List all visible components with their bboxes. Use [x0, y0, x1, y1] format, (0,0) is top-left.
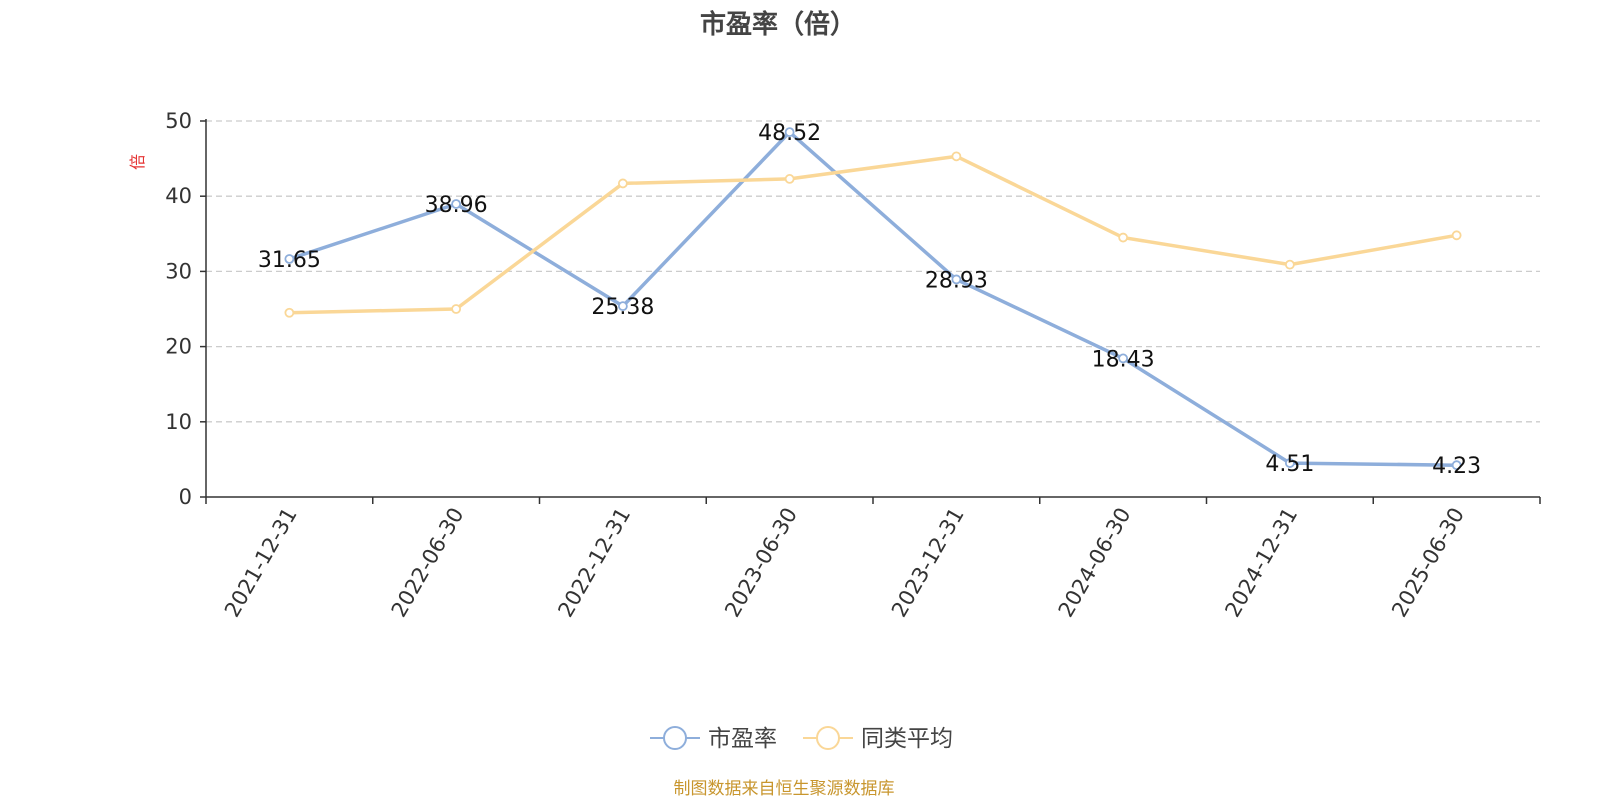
chart-title: 市盈率（倍）	[700, 9, 856, 40]
legend[interactable]: 市盈率 同类平均	[650, 726, 953, 752]
x-tick-label: 2025-06-30	[1387, 504, 1469, 622]
data-label: 18.43	[1092, 347, 1155, 372]
x-tick-label: 2023-06-30	[720, 504, 802, 622]
data-point[interactable]	[451, 199, 462, 209]
data-point[interactable]	[1451, 460, 1462, 471]
y-tick-label: 50	[165, 109, 192, 133]
data-label: 38.96	[425, 193, 488, 218]
x-tick-label: 2022-12-31	[553, 504, 635, 622]
series	[284, 127, 1462, 471]
data-point[interactable]	[1118, 353, 1129, 364]
data-labels: 31.65 38.96 25.38 48.52 28.93 18.43 4.51 4.23	[258, 121, 1481, 479]
legend-circle-marker	[663, 726, 687, 750]
data-point[interactable]	[284, 254, 295, 264]
legend-label: 市盈率	[708, 726, 777, 752]
series-line-1	[288, 130, 1457, 467]
grid-lines	[206, 120, 1540, 423]
data-point[interactable]	[451, 304, 462, 314]
legend-label: 同类平均	[861, 726, 953, 752]
x-tick-label: 2021-12-31	[220, 504, 302, 622]
y-tick-label: 0	[179, 485, 192, 509]
data-point[interactable]	[1284, 458, 1295, 468]
y-tick-label: 20	[165, 335, 192, 359]
source-note: 制图数据来自恒生聚源数据库	[674, 779, 895, 799]
data-label: 4.23	[1432, 454, 1481, 479]
legend-item-1[interactable]: 市盈率	[650, 726, 777, 752]
data-label: 4.51	[1265, 452, 1314, 477]
x-tick-label: 2024-06-30	[1054, 504, 1136, 622]
data-point[interactable]	[951, 274, 962, 285]
data-point[interactable]	[1284, 259, 1295, 270]
data-label: 28.93	[925, 268, 988, 293]
y-tick-label: 30	[165, 259, 192, 283]
y-axis-label: 倍	[128, 154, 147, 170]
x-tick-label: 2024-12-31	[1220, 504, 1302, 622]
data-point[interactable]	[951, 151, 962, 162]
data-point[interactable]	[284, 307, 295, 318]
data-point[interactable]	[1118, 232, 1129, 243]
y-tick-label: 40	[165, 184, 192, 208]
data-label: 31.65	[258, 248, 321, 273]
y-tick-label: 10	[165, 410, 192, 434]
data-label: 25.38	[591, 295, 654, 320]
data-point[interactable]	[784, 174, 795, 184]
data-label: 48.52	[758, 121, 821, 146]
data-point[interactable]	[617, 178, 628, 189]
legend-item-2[interactable]: 同类平均	[803, 726, 953, 752]
data-point[interactable]	[784, 127, 795, 138]
data-point[interactable]	[617, 301, 628, 312]
series-line-2	[289, 154, 1457, 315]
legend-circle-marker	[816, 726, 840, 750]
x-tick-label: 2023-12-31	[887, 504, 969, 622]
data-point[interactable]	[1451, 230, 1462, 241]
x-tick-label: 2022-06-30	[387, 504, 469, 622]
